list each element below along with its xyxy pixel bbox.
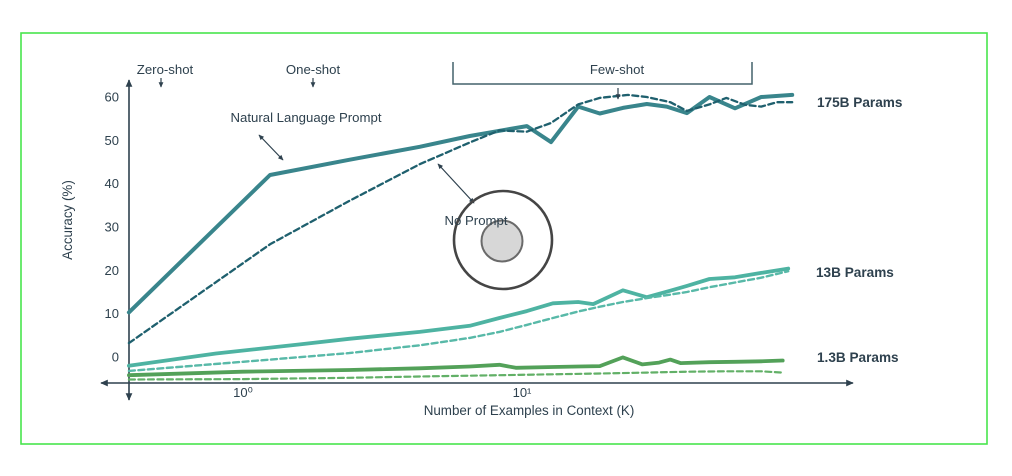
natural-language-prompt-arrow-icon: [258, 134, 284, 161]
y-tick-label: 20: [105, 263, 119, 278]
prompt-annotations: Natural Language Prompt No Prompt: [230, 110, 554, 291]
no-prompt-arrow-icon: [437, 163, 475, 204]
series-line-175b-natural-language-prompt: [126, 92, 795, 315]
y-tick-label: 40: [105, 176, 119, 191]
x-axis-title: Number of Examples in Context (K): [424, 403, 635, 418]
axes: [100, 79, 854, 401]
few-shot-label: Few-shot: [590, 62, 645, 77]
y-tick-labels: 0 10 20 30 40 50 60: [105, 90, 119, 365]
y-tick-label: 0: [112, 350, 119, 365]
no-prompt-outer-circle-icon: [452, 189, 554, 291]
one-shot-label: One-shot: [286, 62, 341, 77]
series-line-13b-natural-language-prompt: [126, 266, 791, 368]
few-shot-bracket: [452, 62, 753, 85]
zero-shot-label: Zero-shot: [137, 62, 194, 77]
figure-border: [20, 32, 988, 445]
legend-label-1-3b: 1.3B Params: [817, 350, 899, 365]
y-axis-title: Accuracy (%): [60, 180, 75, 260]
y-tick-label: 30: [105, 220, 119, 235]
y-tick-label: 60: [105, 90, 119, 105]
y-tick-label: 50: [105, 133, 119, 148]
series-line-13b-no-prompt: [127, 270, 790, 373]
x-tick-labels: 10⁰ 10¹: [233, 385, 532, 400]
legend-label-175b: 175B Params: [817, 95, 902, 110]
no-prompt-inner-circle-icon: [480, 219, 524, 263]
shot-annotations: Zero-shot One-shot Few-shot: [137, 62, 753, 100]
series-line-1-3b-natural-language-prompt: [126, 355, 785, 378]
no-prompt-label: No Prompt: [444, 213, 507, 228]
series-line-1-3b-no-prompt: [127, 370, 784, 381]
x-tick-label: 10¹: [513, 385, 532, 400]
series-group: [126, 92, 795, 381]
legend-label-13b: 13B Params: [816, 265, 894, 280]
series-legend: 175B Params 13B Params 1.3B Params: [816, 95, 902, 365]
x-tick-label: 10⁰: [233, 385, 253, 400]
natural-language-prompt-label: Natural Language Prompt: [230, 110, 381, 125]
y-tick-label: 10: [105, 306, 119, 321]
series-line-175b-no-prompt: [127, 93, 794, 345]
